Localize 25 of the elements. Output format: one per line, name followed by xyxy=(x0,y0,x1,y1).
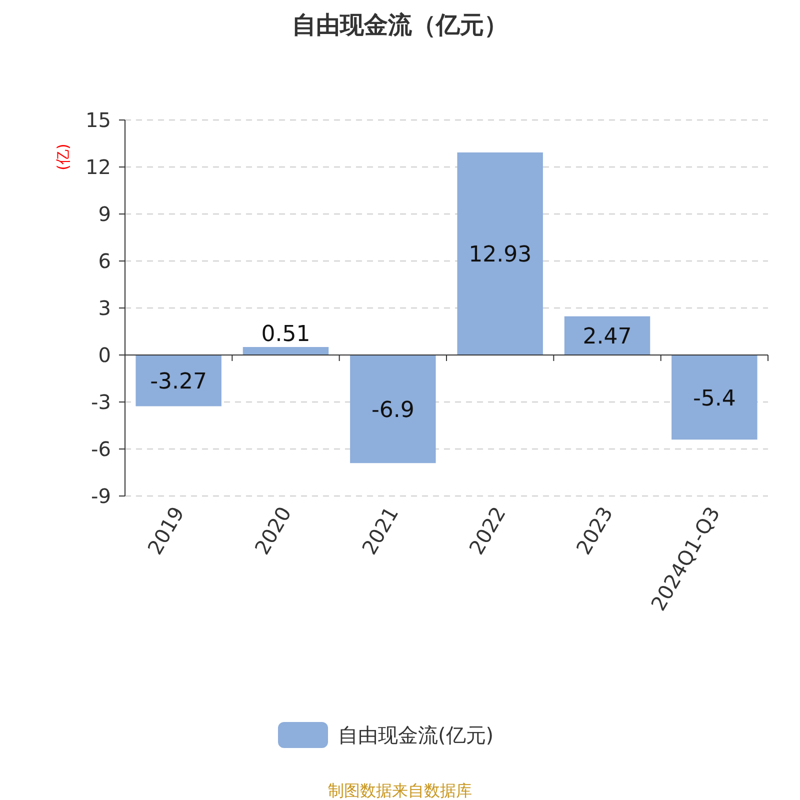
y-tick-label: 0 xyxy=(98,343,111,367)
legend-label: 自由现金流(亿元) xyxy=(338,723,494,747)
bar xyxy=(564,316,650,355)
data-label: -5.4 xyxy=(692,386,736,412)
y-axis-title: (亿) xyxy=(54,144,72,170)
y-tick-label: -3 xyxy=(91,390,111,414)
data-label: 12.93 xyxy=(468,242,532,268)
data-label: -3.27 xyxy=(150,370,208,395)
y-tick-label: 6 xyxy=(98,249,111,273)
data-label: 2.47 xyxy=(582,324,632,350)
data-label: -6.9 xyxy=(371,398,414,424)
bar xyxy=(242,347,329,355)
y-tick-label: 15 xyxy=(86,108,111,132)
y-tick-label: 9 xyxy=(98,202,111,226)
bar xyxy=(672,355,758,440)
bar xyxy=(457,152,543,355)
y-tick-label: 12 xyxy=(86,155,111,179)
text: 制图数据来自数据库 xyxy=(328,781,472,800)
bar xyxy=(136,355,222,406)
y-tick-label: -9 xyxy=(91,484,111,508)
data-label: 0.51 xyxy=(261,322,310,348)
bar xyxy=(350,355,436,464)
chart-title: 自由现金流（亿元） xyxy=(292,11,508,39)
y-tick-label: -6 xyxy=(91,437,111,461)
y-tick-label: 3 xyxy=(98,296,111,320)
